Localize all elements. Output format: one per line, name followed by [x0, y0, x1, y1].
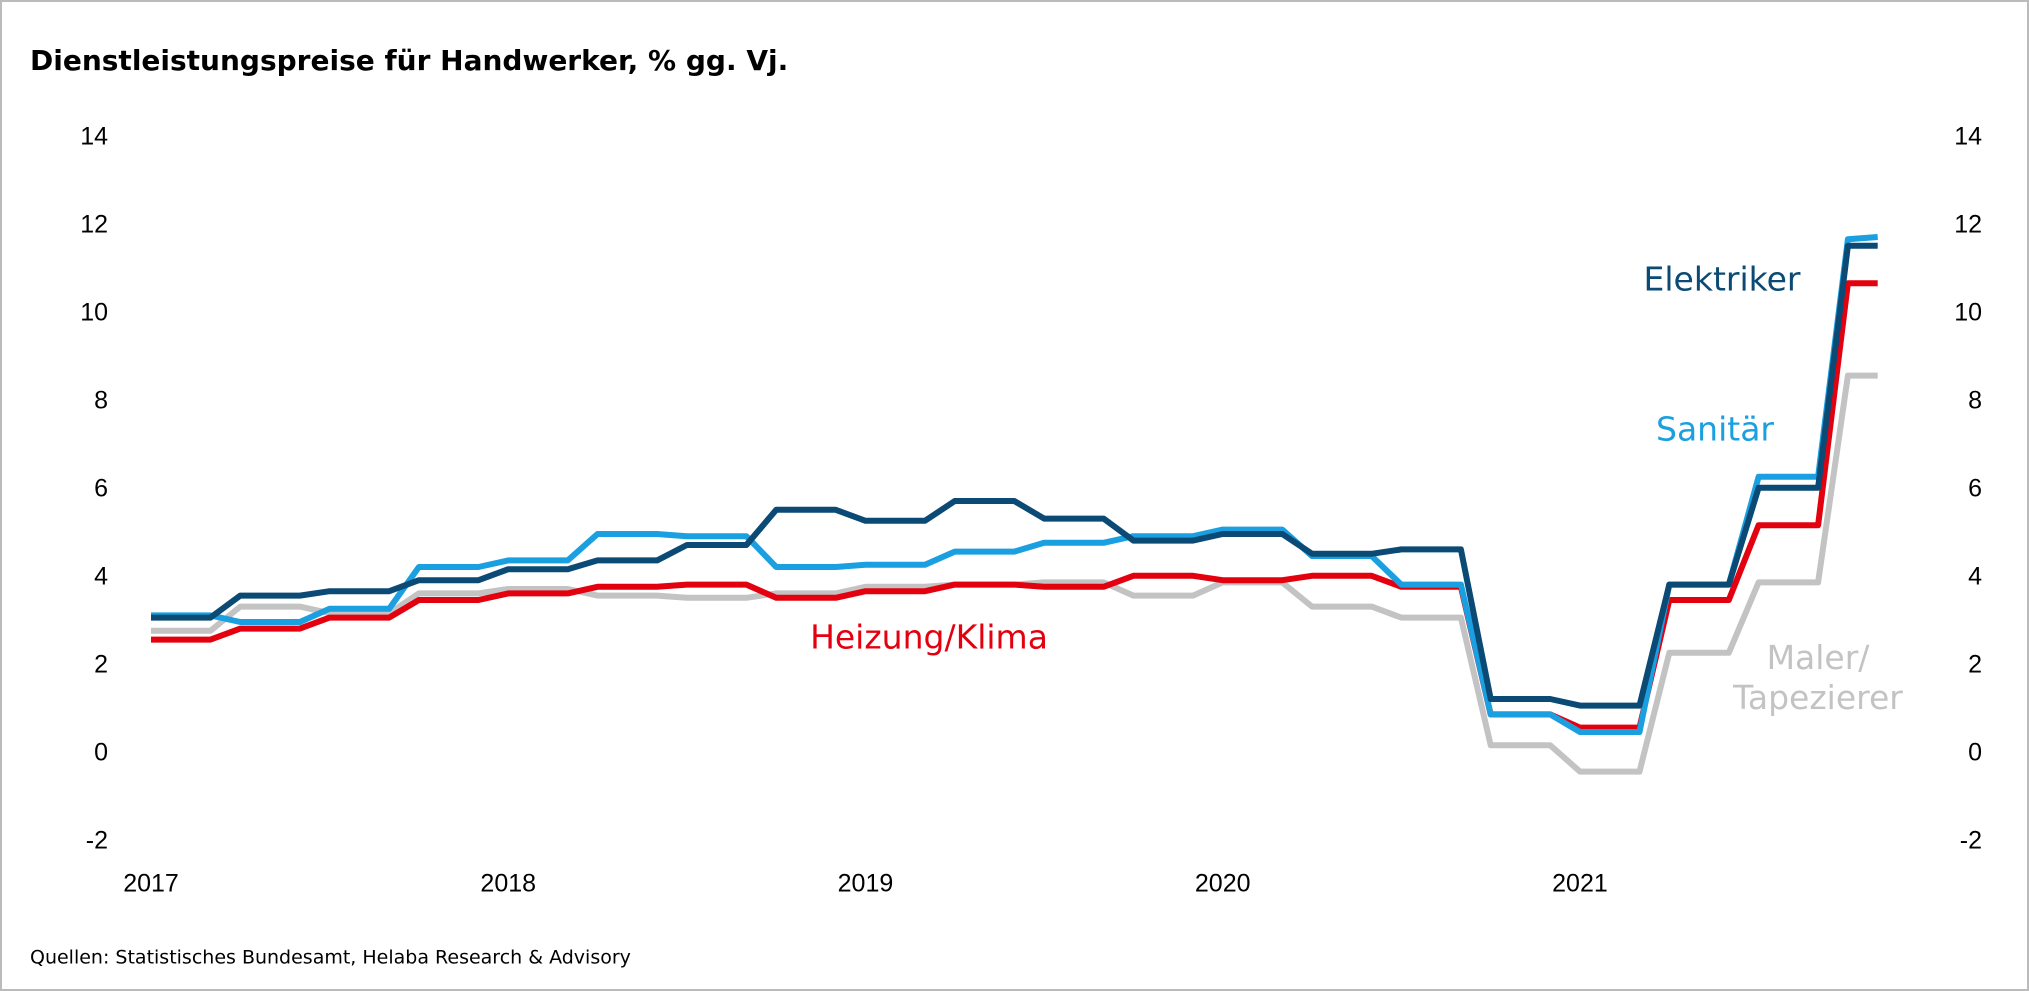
y-tick-label: 6: [94, 475, 108, 503]
y2-tick-label: 10: [1954, 299, 1982, 327]
y2-tick-label: 0: [1968, 739, 1982, 767]
x-tick-label: 2021: [1552, 870, 1608, 898]
y-tick-label: -2: [86, 827, 108, 855]
series-label: Elektriker: [1644, 260, 1801, 299]
y-tick-label: 14: [80, 123, 108, 151]
label-line: Tapezierer: [1732, 678, 1903, 717]
y-tick-label: 4: [94, 563, 108, 591]
x-tick-label: 2017: [123, 870, 179, 898]
chart-title: Dienstleistungspreise für Handwerker, % …: [30, 44, 788, 77]
y2-tick-label: 12: [1954, 211, 1982, 239]
series-label: Sanitär: [1656, 410, 1774, 449]
y-tick-label: 2: [94, 651, 108, 679]
series-line: [151, 242, 1878, 709]
x-tick-label: 2018: [480, 870, 536, 898]
y2-tick-label: 4: [1968, 563, 1982, 591]
series-line: [151, 280, 1878, 731]
series-line: [151, 234, 1878, 735]
series-label: Maler/Tapezierer: [1732, 638, 1903, 717]
series-label: Heizung/Klima: [810, 618, 1048, 657]
x-tick-label: 2020: [1195, 870, 1251, 898]
source: Quellen: Statistisches Bundesamt, Helaba…: [30, 947, 631, 969]
y2-tick-label: 8: [1968, 387, 1982, 415]
y2-tick-label: 14: [1954, 123, 1982, 151]
y-tick-label: 0: [94, 739, 108, 767]
y-tick-label: 10: [80, 299, 108, 327]
y2-tick-label: 6: [1968, 475, 1982, 503]
y2-tick-label: -2: [1960, 827, 1982, 855]
label-line: Maler/: [1767, 638, 1871, 677]
y-tick-label: 8: [94, 387, 108, 415]
x-tick-label: 2019: [838, 870, 894, 898]
y-tick-label: 12: [80, 211, 108, 239]
y2-tick-label: 2: [1968, 651, 1982, 679]
